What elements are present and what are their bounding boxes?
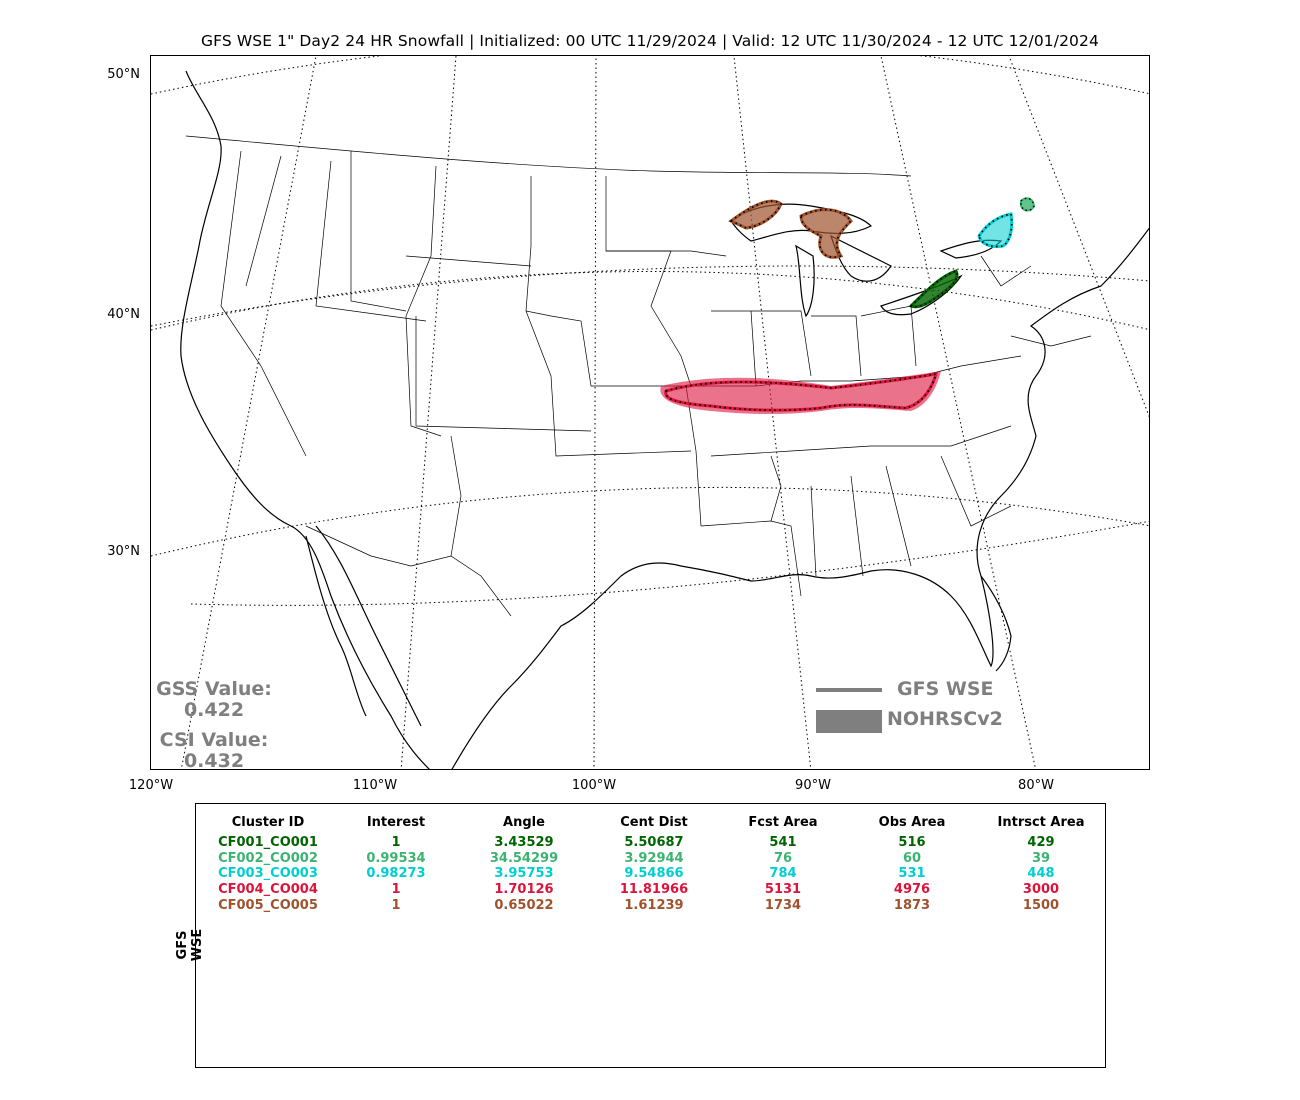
table-cell: 1734 xyxy=(764,898,802,913)
table-cell: 1 xyxy=(391,882,401,897)
table-cell: 1.61239 xyxy=(624,898,684,913)
table-cell: 0.98273 xyxy=(366,866,426,881)
table-cell: 784 xyxy=(769,866,797,881)
political-borders xyxy=(185,135,1092,617)
table-cell: 11.81966 xyxy=(619,882,689,897)
table-cell: 3.43529 xyxy=(494,835,554,850)
table-cell: 448 xyxy=(1027,866,1055,881)
cluster-cyan xyxy=(977,212,1014,248)
lon-label-100w: 100°W xyxy=(571,778,617,793)
table-header-cell: Cluster ID xyxy=(231,815,305,830)
table-cell: CF003_CO003 xyxy=(218,866,318,881)
table-cell: 0.99534 xyxy=(366,851,426,866)
lat-label-50n: 50°N xyxy=(107,67,140,82)
table-cell: 516 xyxy=(898,835,926,850)
table-cell: CF001_CO001 xyxy=(218,835,318,850)
table-cell: 4976 xyxy=(893,882,931,897)
table-cell: 5131 xyxy=(764,882,802,897)
table-cell: 76 xyxy=(773,851,793,866)
cluster-medium-green xyxy=(1020,197,1036,212)
table-cell: 3.95753 xyxy=(494,866,554,881)
table-row-label: GFS WSE xyxy=(175,928,205,962)
table-cell: 1.70126 xyxy=(494,882,554,897)
graticule xyxy=(151,56,1149,769)
table-cell: 39 xyxy=(1031,851,1051,866)
map-panel xyxy=(150,55,1150,770)
table-header-cell: Interest xyxy=(366,815,426,830)
lon-label-110w: 110°W xyxy=(352,778,398,793)
table-cell: 3000 xyxy=(1022,882,1060,897)
table-cell: 3.92944 xyxy=(624,851,684,866)
table-cell: 0.65022 xyxy=(494,898,554,913)
gss-value: 0.422 xyxy=(183,699,245,721)
table-cell: 60 xyxy=(902,851,922,866)
table-header-cell: Angle xyxy=(503,815,545,830)
map-canvas xyxy=(151,56,1149,769)
csi-value: 0.432 xyxy=(183,750,245,772)
table-header-cell: Cent Dist xyxy=(620,815,688,830)
table-cell: CF002_CO002 xyxy=(218,851,318,866)
lon-label-90w: 90°W xyxy=(795,778,831,793)
cluster-brown xyxy=(728,199,853,259)
table-cell: 5.50687 xyxy=(624,835,684,850)
table-cell: 1500 xyxy=(1022,898,1060,913)
table-cell: 429 xyxy=(1027,835,1055,850)
table-cell: CF005_CO005 xyxy=(218,898,318,913)
legend-observed-label: NOHRSCv2 xyxy=(887,708,1003,730)
table-header-cell: Fcst Area xyxy=(748,815,818,830)
legend-observed-swatch xyxy=(816,710,882,733)
lon-label-80w: 80°W xyxy=(1018,778,1054,793)
cluster-dark-green xyxy=(908,269,959,309)
table-cell: CF004_CO004 xyxy=(218,882,318,897)
lat-label-40n: 40°N xyxy=(107,307,140,322)
table-header-cell: Intrsct Area xyxy=(997,815,1085,830)
table-cell: 531 xyxy=(898,866,926,881)
gss-label: GSS Value: xyxy=(156,678,272,700)
plot-title: GFS WSE 1" Day2 24 HR Snowfall | Initial… xyxy=(201,32,1099,50)
lon-label-120w: 120°W xyxy=(128,778,174,793)
csi-label: CSI Value: xyxy=(159,729,269,751)
legend-forecast-label: GFS WSE xyxy=(897,678,994,700)
table-cell: 34.54299 xyxy=(489,851,559,866)
table-cell: 1 xyxy=(391,898,401,913)
table-cell: 1 xyxy=(391,835,401,850)
coastlines xyxy=(180,70,1149,769)
table-cell: 1873 xyxy=(893,898,931,913)
stats-table-panel xyxy=(195,803,1106,1068)
table-cell: 541 xyxy=(769,835,797,850)
lat-label-30n: 30°N xyxy=(107,544,140,559)
table-header-cell: Obs Area xyxy=(878,815,946,830)
table-cell: 9.54866 xyxy=(624,866,684,881)
cluster-red xyxy=(660,371,941,415)
